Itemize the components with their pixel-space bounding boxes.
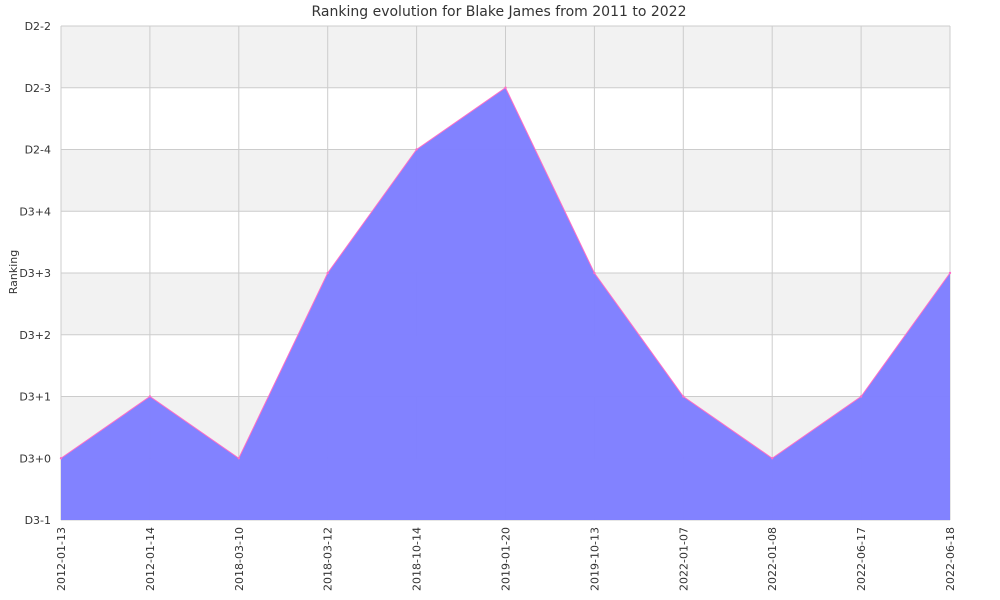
x-tick-label: 2022-01-08 bbox=[766, 527, 779, 591]
y-tick-label: D2-3 bbox=[25, 82, 51, 95]
data-point-2 bbox=[237, 457, 240, 460]
data-point-6 bbox=[593, 271, 596, 275]
x-tick-label: 2012-01-13 bbox=[55, 527, 68, 591]
series-area-fill-0 bbox=[61, 87, 950, 520]
data-point-4 bbox=[415, 148, 418, 151]
y-tick-label: D2-2 bbox=[25, 20, 51, 33]
y-tick-label: D2-4 bbox=[25, 144, 51, 157]
chart-title: Ranking evolution for Blake James from 2… bbox=[312, 4, 687, 20]
data-point-3 bbox=[326, 271, 329, 275]
y-tick-label: D3-1 bbox=[25, 514, 51, 527]
data-point-1 bbox=[148, 395, 152, 398]
x-tick-label: 2022-06-17 bbox=[855, 527, 868, 591]
x-tick-label: 2022-01-07 bbox=[677, 527, 690, 591]
y-tick-label: D3+3 bbox=[19, 267, 51, 280]
data-point-7 bbox=[682, 395, 685, 398]
data-point-8 bbox=[771, 457, 774, 460]
y-tick-label: D3+1 bbox=[19, 391, 51, 404]
x-tick-labels: 2012-01-13 2012-01-14 2018-03-10 2018-03-12… bbox=[55, 527, 957, 591]
x-tick-label: 2022-06-18 bbox=[944, 527, 957, 591]
x-tick-label: 2018-03-12 bbox=[322, 527, 335, 591]
x-tick-label: 2019-01-20 bbox=[500, 527, 513, 591]
y-tick-label: D3+2 bbox=[19, 329, 51, 342]
y-tick-labels: D3-1 D3+0 D3+1 D3+2 D3+3 D3+4 D2-4 D2-3 D2-2 bbox=[19, 20, 51, 527]
data-point-10 bbox=[948, 271, 952, 275]
x-tick-label: 2018-10-14 bbox=[411, 527, 424, 591]
x-tick-label: 2019-10-13 bbox=[588, 527, 601, 591]
data-point-9 bbox=[859, 395, 863, 398]
y-tick-label: D3+4 bbox=[19, 205, 51, 218]
data-point-0 bbox=[59, 457, 63, 460]
y-tick-label: D3+0 bbox=[19, 452, 51, 465]
x-tick-label: 2018-03-10 bbox=[233, 527, 246, 591]
series-area bbox=[59, 86, 952, 520]
data-point-5 bbox=[504, 86, 507, 89]
x-tick-label: 2012-01-14 bbox=[144, 527, 157, 591]
y-axis-label: Ranking bbox=[7, 250, 20, 295]
